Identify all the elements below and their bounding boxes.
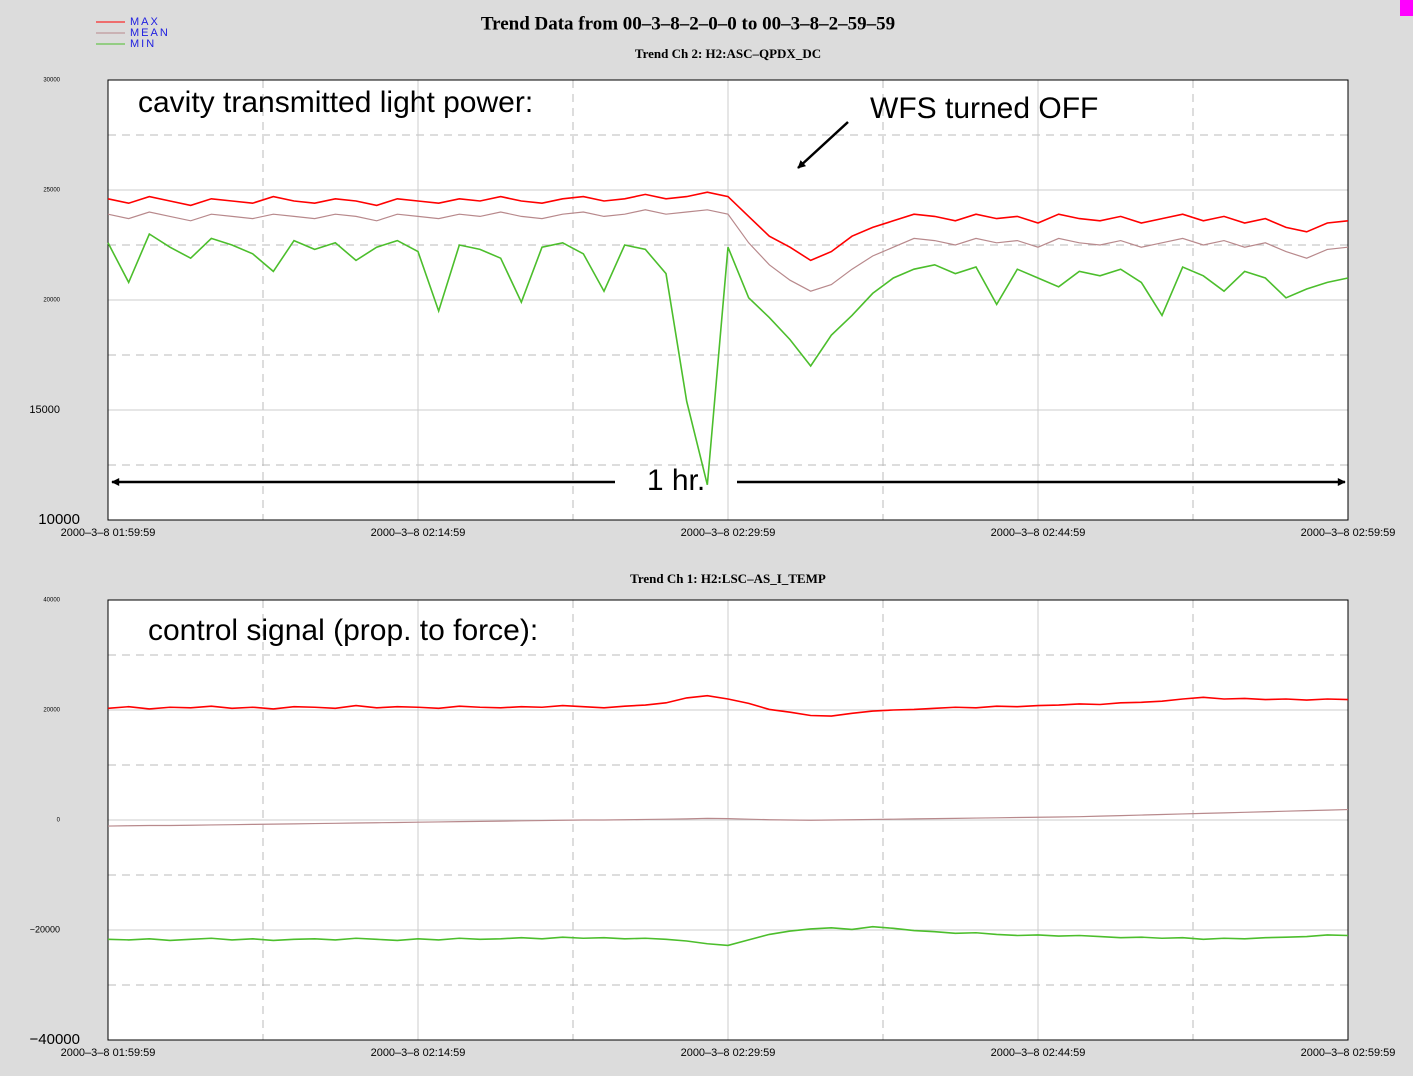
- x-tick-label: 2000–3–8 02:44:59: [991, 527, 1086, 539]
- y-tick-label: −20000: [30, 924, 60, 934]
- legend-label: MIN: [130, 38, 156, 50]
- chart-title: Trend Data from 00–3–8–2–0–0 to 00–3–8–2…: [481, 13, 895, 34]
- chart-subtitle: Trend Ch 1: H2:LSC–AS_I_TEMP: [630, 571, 826, 586]
- series-line: [107, 191, 1349, 262]
- series-line: [107, 694, 1349, 717]
- chart-subtitle: Trend Ch 2: H2:ASC–QPDX_DC: [635, 46, 821, 61]
- x-tick-label: 2000–3–8 02:14:59: [371, 527, 466, 539]
- series-line: [107, 925, 1349, 947]
- annotation: cavity transmitted light power:: [138, 86, 533, 119]
- arrow: [797, 121, 849, 169]
- x-tick-label: 2000–3–8 02:29:59: [681, 1047, 776, 1059]
- y-tick-label: 20000: [43, 298, 60, 304]
- x-tick-label: 2000–3–8 02:44:59: [991, 1047, 1086, 1059]
- x-tick-label: 2000–3–8 02:59:59: [1301, 1047, 1396, 1059]
- x-tick-label: 2000–3–8 02:14:59: [371, 1047, 466, 1059]
- x-tick-label: 2000–3–8 02:59:59: [1301, 527, 1396, 539]
- annotation: 1 hr.: [647, 464, 705, 497]
- series-line: [107, 209, 1349, 292]
- plot-frame: [107, 79, 1349, 521]
- y-tick-label: 25000: [43, 188, 60, 194]
- legend-label: MAX: [130, 16, 160, 28]
- legend-label: MEAN: [130, 27, 170, 39]
- y-tick-label: 30000: [43, 78, 60, 84]
- y-tick-label: −40000: [30, 1031, 80, 1048]
- series-line: [107, 232, 1349, 485]
- y-tick-label: 20000: [43, 708, 60, 714]
- y-tick-label: 0: [57, 818, 61, 824]
- x-tick-label: 2000–3–8 01:59:59: [61, 527, 156, 539]
- x-tick-label: 2000–3–8 02:29:59: [681, 527, 776, 539]
- annotation: control signal (prop. to force):: [148, 614, 538, 647]
- y-tick-label: 10000: [38, 511, 80, 528]
- corner-mark: [1400, 0, 1413, 16]
- annotation: WFS turned OFF: [870, 92, 1098, 125]
- series-line: [107, 808, 1349, 827]
- y-tick-label: 40000: [43, 598, 60, 604]
- x-tick-label: 2000–3–8 01:59:59: [61, 1047, 156, 1059]
- y-tick-label: 15000: [29, 404, 60, 416]
- plot-frame: [107, 599, 1349, 1041]
